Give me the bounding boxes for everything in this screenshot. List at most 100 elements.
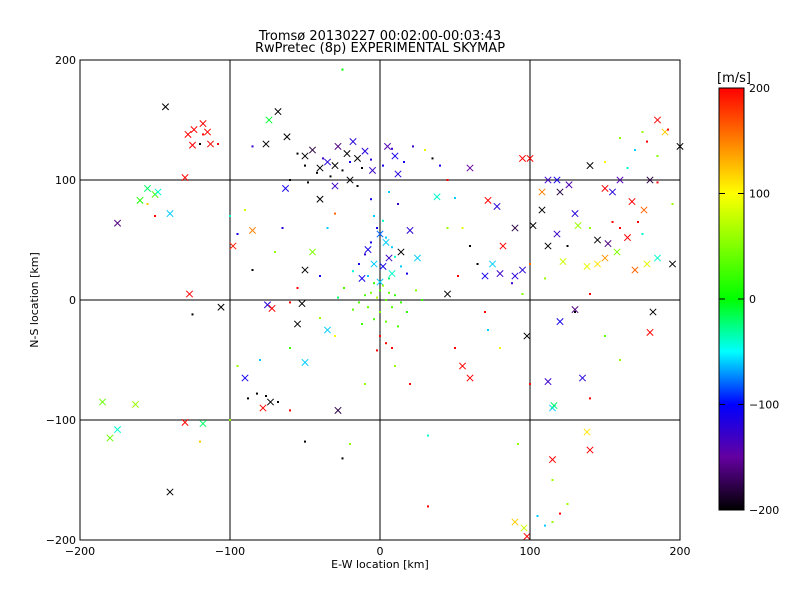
dot-marker xyxy=(394,294,396,297)
x-marker xyxy=(98,398,107,406)
x-marker xyxy=(181,418,189,426)
dot-marker xyxy=(406,272,408,275)
dot-marker xyxy=(361,323,363,325)
dot-marker xyxy=(619,227,621,229)
dot-marker xyxy=(370,291,372,294)
dot-marker xyxy=(376,349,378,352)
x-marker xyxy=(379,262,387,270)
dot-marker xyxy=(289,301,291,304)
dot-marker xyxy=(364,294,366,297)
dot-marker xyxy=(604,161,606,163)
dot-marker xyxy=(671,203,674,205)
dot-marker xyxy=(199,143,201,145)
x-marker xyxy=(382,238,390,246)
dot-marker xyxy=(391,306,393,309)
x-marker xyxy=(640,206,648,214)
x-marker xyxy=(553,176,561,184)
y-tick-label: −200 xyxy=(46,534,76,547)
dot-marker xyxy=(446,179,449,181)
dot-marker xyxy=(391,246,393,249)
dot-marker xyxy=(229,215,231,217)
x-marker xyxy=(538,188,546,196)
dot-marker xyxy=(521,293,524,295)
dot-marker xyxy=(349,443,351,445)
dot-marker xyxy=(385,236,387,239)
dot-marker xyxy=(589,293,591,295)
x-marker xyxy=(631,266,639,274)
dot-marker xyxy=(259,359,261,361)
dot-marker xyxy=(604,335,606,337)
x-marker xyxy=(166,488,174,496)
x-tick-label: 200 xyxy=(670,545,691,558)
x-marker xyxy=(499,242,507,250)
dot-marker xyxy=(388,277,390,280)
x-marker xyxy=(653,254,662,262)
dot-marker xyxy=(341,169,344,172)
x-marker xyxy=(370,260,378,268)
x-marker xyxy=(106,434,114,442)
x-marker xyxy=(376,230,384,238)
x-marker xyxy=(406,226,414,234)
x-marker xyxy=(217,303,225,311)
x-marker xyxy=(544,176,552,184)
x-marker xyxy=(361,147,369,155)
x-marker xyxy=(496,270,504,278)
dot-marker xyxy=(391,347,393,349)
grid-lines xyxy=(80,60,680,540)
dot-marker xyxy=(256,392,258,395)
x-marker xyxy=(518,266,527,274)
dot-marker xyxy=(199,440,201,443)
x-marker xyxy=(353,154,362,162)
x-marker xyxy=(628,198,636,206)
dot-marker xyxy=(334,335,336,337)
x-marker xyxy=(185,290,194,298)
x-marker xyxy=(646,176,654,184)
dot-marker xyxy=(394,255,396,258)
x-marker xyxy=(511,224,519,232)
x-marker xyxy=(316,164,324,172)
x-marker xyxy=(571,306,579,314)
x-marker xyxy=(443,290,452,298)
dot-marker xyxy=(427,434,429,437)
x-marker xyxy=(385,254,393,262)
dot-marker xyxy=(229,419,231,421)
x-marker xyxy=(458,362,467,370)
x-marker xyxy=(161,103,170,111)
x-marker xyxy=(113,426,122,434)
x-marker xyxy=(308,248,317,256)
x-marker xyxy=(520,524,528,532)
dot-marker xyxy=(397,325,399,328)
dot-marker xyxy=(376,296,378,299)
x-marker xyxy=(668,260,677,268)
dot-marker xyxy=(656,155,659,157)
x-marker xyxy=(316,195,324,203)
dot-marker xyxy=(641,233,644,235)
x-marker xyxy=(268,304,276,312)
x-marker xyxy=(433,193,441,201)
dot-marker xyxy=(529,383,531,385)
dot-marker xyxy=(634,149,636,151)
dot-marker xyxy=(421,299,423,301)
dot-marker xyxy=(329,175,332,178)
dot-marker xyxy=(352,308,354,311)
dot-marker xyxy=(487,329,489,331)
y-tick-label: 0 xyxy=(69,294,76,307)
dot-marker xyxy=(559,512,561,515)
dot-marker xyxy=(322,157,324,160)
x-marker xyxy=(601,184,609,192)
x-marker xyxy=(323,158,332,166)
dot-marker xyxy=(403,161,405,163)
dot-marker xyxy=(319,275,321,277)
dot-marker xyxy=(358,263,360,265)
x-marker xyxy=(553,230,561,238)
dot-marker xyxy=(296,287,299,289)
dot-marker xyxy=(611,221,614,223)
x-marker xyxy=(511,518,519,526)
x-marker xyxy=(586,446,594,454)
dot-marker xyxy=(358,301,360,304)
dot-marker xyxy=(334,212,336,215)
dot-marker xyxy=(367,306,369,309)
x-marker xyxy=(481,272,489,280)
x-marker xyxy=(301,266,309,274)
